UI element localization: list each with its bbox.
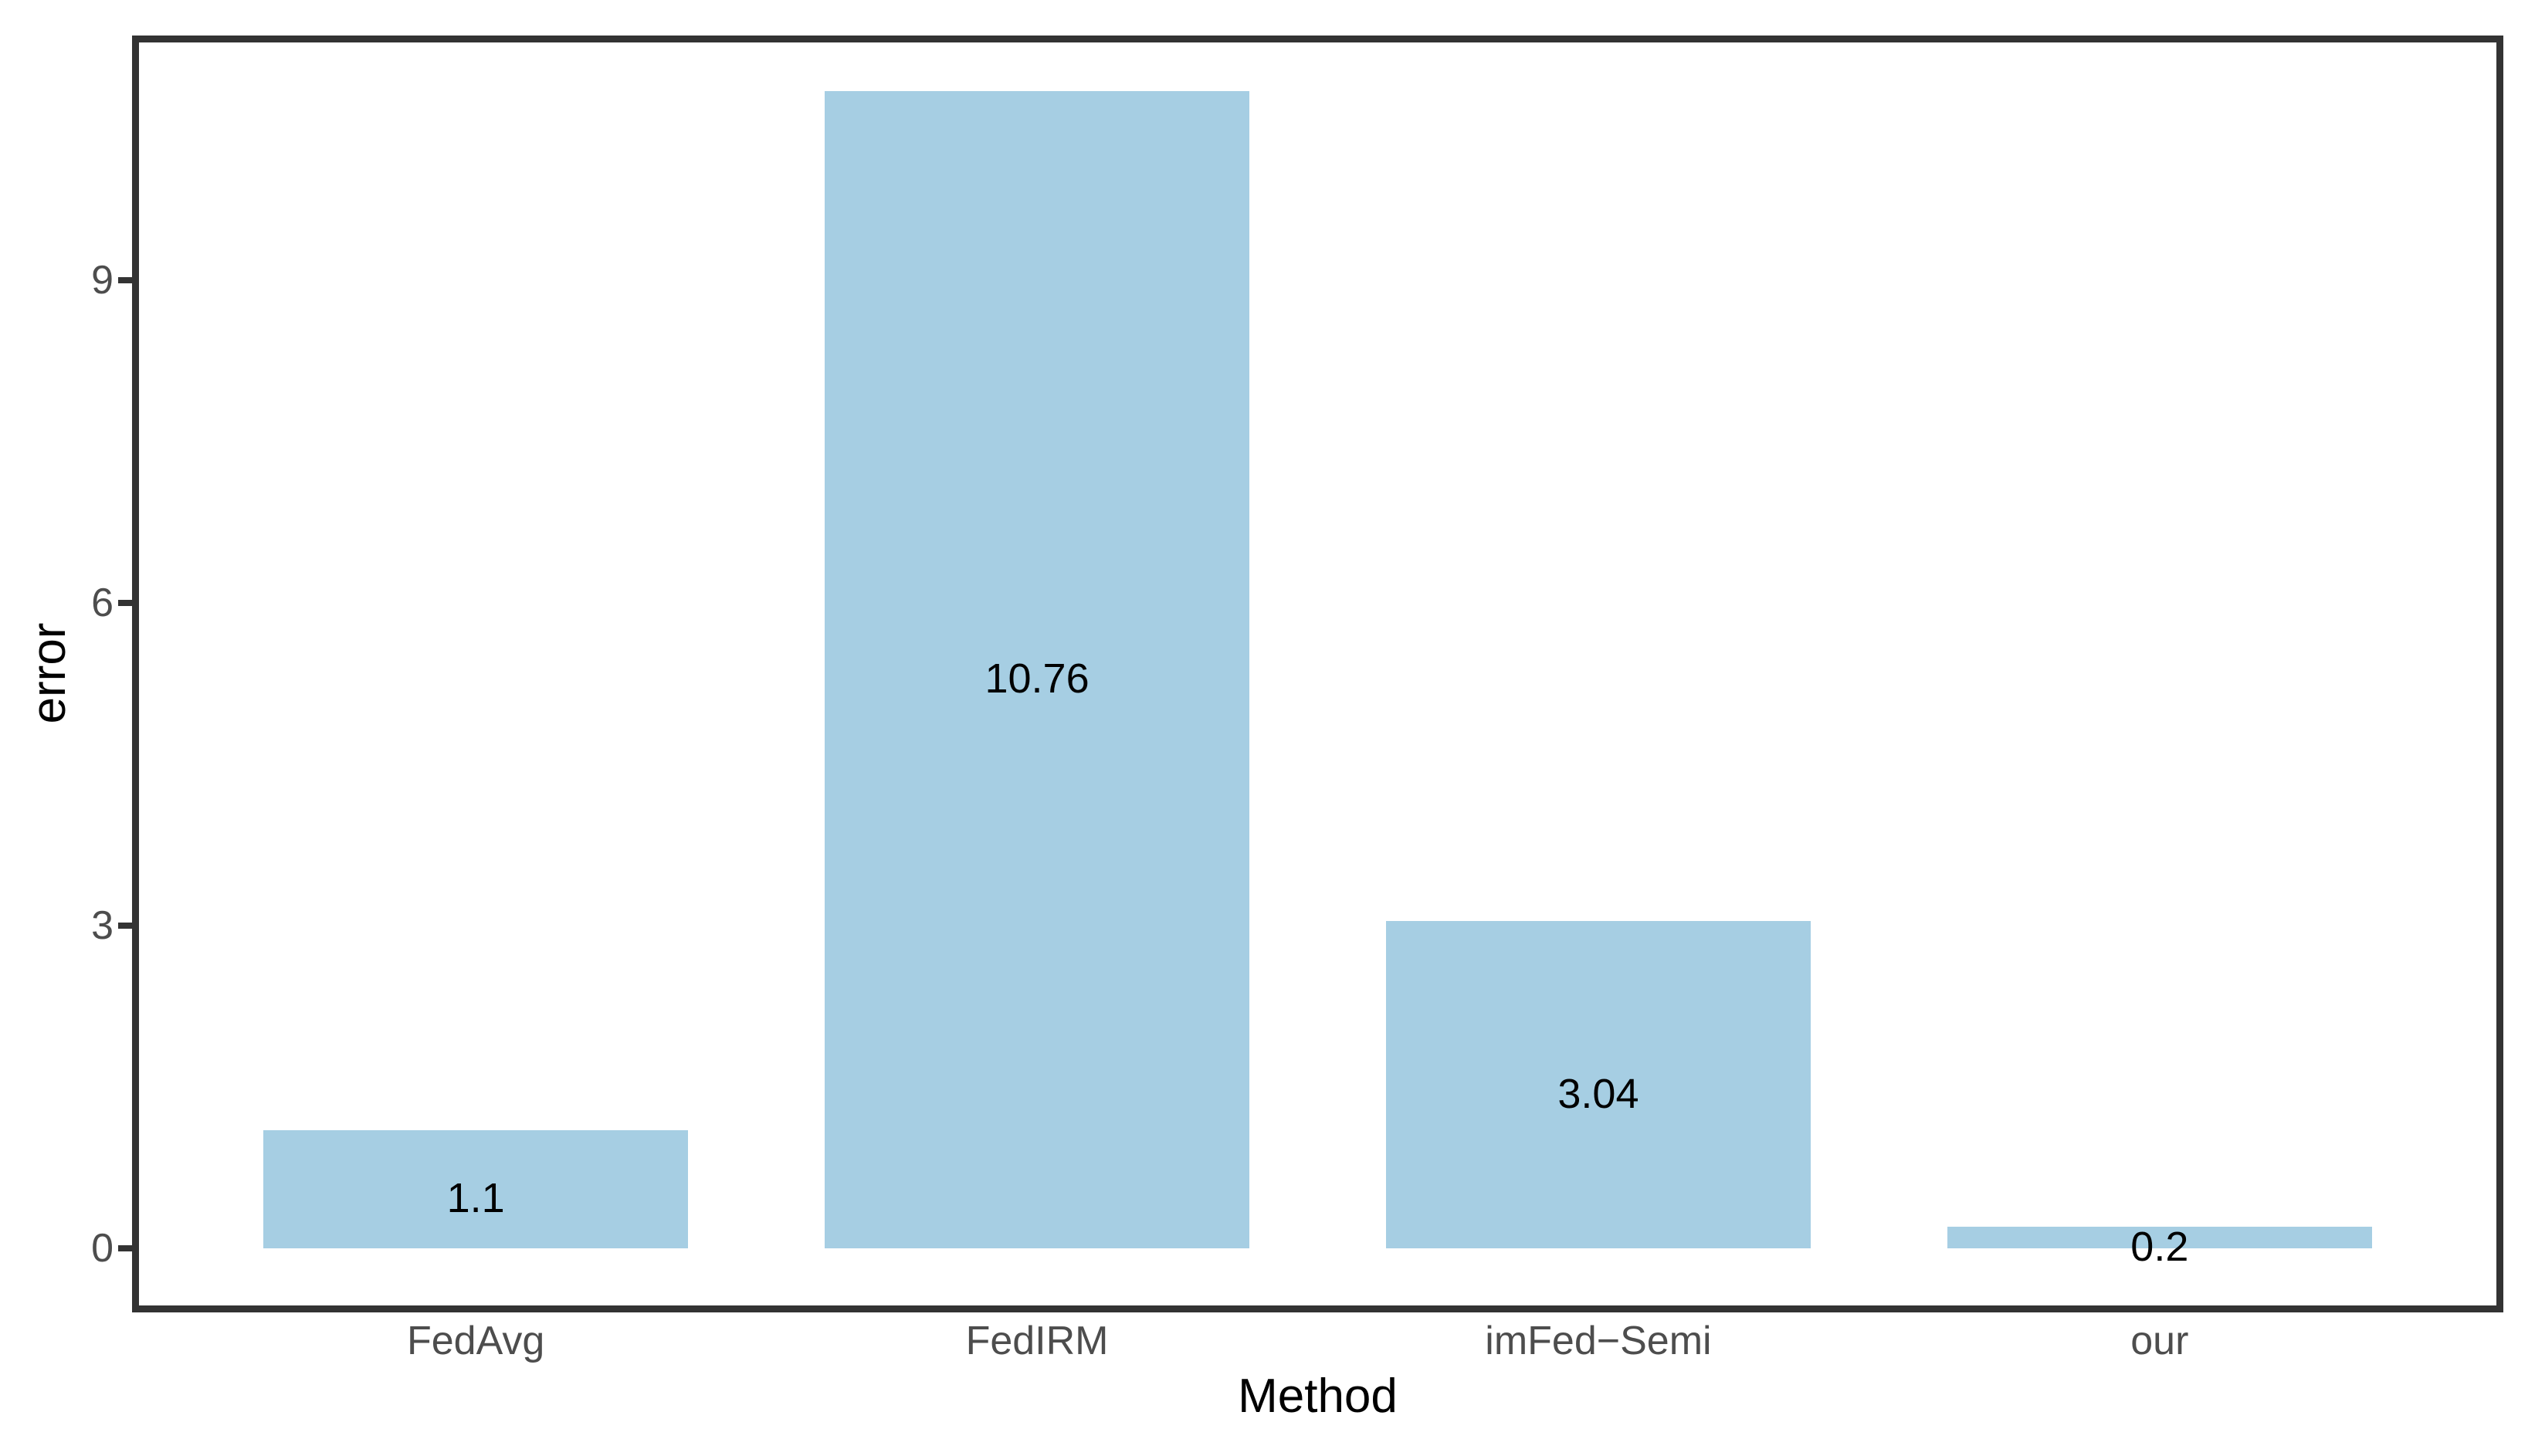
plot-panel [132,36,2503,1312]
y-tick-mark-9 [118,277,132,284]
bar-value-label-fedirm: 10.76 [985,655,1090,703]
bar-our [1947,1227,2372,1248]
bar-fedavg [263,1129,689,1248]
y-tick-label-3: 3 [91,903,114,948]
x-category-label-our: our [2130,1319,2189,1363]
y-tick-mark-0 [118,1245,132,1251]
x-axis-title: Method [1238,1370,1398,1423]
bar-imfed-semi [1385,921,1811,1248]
y-tick-mark-6 [118,600,132,607]
y-tick-mark-3 [118,923,132,929]
y-tick-label-6: 6 [91,581,114,626]
x-category-label-imfed-semi: imFed−Semi [1485,1319,1712,1363]
bar-fedirm [825,90,1250,1248]
x-category-label-fedirm: FedIRM [965,1319,1109,1363]
x-category-label-fedavg: FedAvg [407,1319,545,1363]
bar-value-label-our: 0.2 [2130,1224,2189,1271]
bar-value-label-fedavg: 1.1 [446,1175,505,1222]
y-tick-label-9: 9 [91,258,114,303]
bar-value-label-imfed-semi: 3.04 [1557,1071,1639,1118]
y-axis-title: error [22,622,76,724]
y-tick-label-0: 0 [91,1226,114,1271]
